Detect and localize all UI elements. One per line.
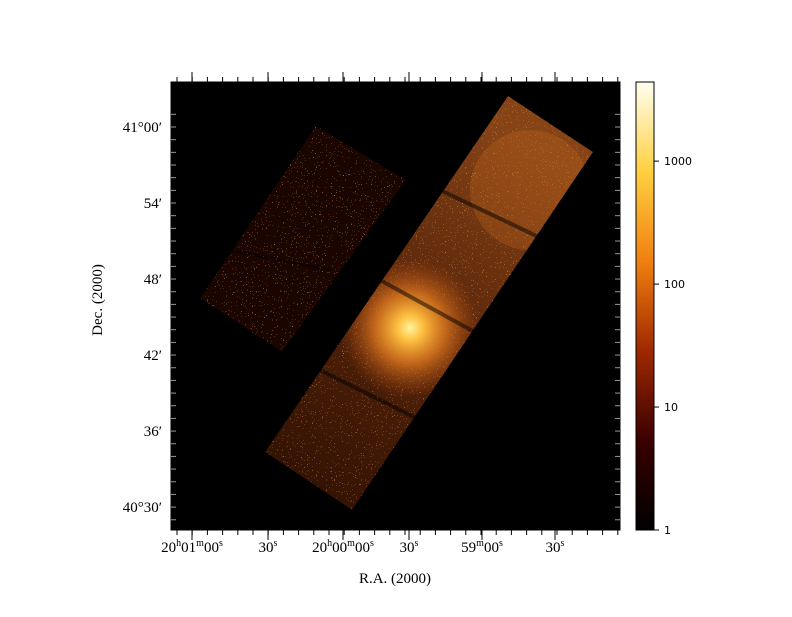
x-tick-part: 00 [484, 540, 499, 556]
colorbar-tick-label: 100 [664, 278, 685, 291]
x-tick-label: 30s [259, 538, 278, 556]
x-tick-part: s [561, 538, 565, 549]
colorbar-tick-label: 1 [664, 524, 671, 537]
x-tick-part: 30 [400, 540, 415, 556]
x-tick-part: 59 [461, 540, 476, 556]
ticks: 20h01m00s 30s 20h00m00s 30s 59m00s 30s41°00′5… [123, 72, 620, 556]
colorbar-tick-label: 10 [664, 401, 678, 414]
x-tick-part: 30 [259, 540, 274, 556]
x-tick-part: h [327, 538, 332, 549]
x-tick-part: s [274, 538, 278, 549]
x-tick-part: s [499, 538, 503, 549]
x-tick-part: 30 [546, 540, 561, 556]
x-tick-part: m [196, 538, 204, 549]
x-tick-part: m [347, 538, 355, 549]
colorbar-tick-label: 1000 [664, 155, 692, 168]
x-tick-part: s [370, 538, 374, 549]
y-tick-label: 36′ [144, 424, 162, 440]
x-tick-label: 30s [546, 538, 565, 556]
y-tick-label: 40°30′ [123, 500, 162, 516]
y-axis-title: Dec. (2000) [90, 264, 106, 336]
x-tick-part: 01 [181, 540, 196, 556]
y-tick-label: 54′ [144, 196, 162, 212]
x-tick-part: 00 [332, 540, 347, 556]
x-tick-part: 00 [355, 540, 370, 556]
x-tick-label: 30s [400, 538, 419, 556]
x-tick-part: 20 [312, 540, 327, 556]
x-tick-part: m [476, 538, 484, 549]
x-axis-title: R.A. (2000) [359, 571, 431, 587]
x-tick-label: 59m00s [461, 538, 503, 556]
y-tick-label: 41°00′ [123, 120, 162, 136]
y-tick-label: 42′ [144, 348, 162, 364]
x-tick-part: s [219, 538, 223, 549]
x-tick-part: 20 [161, 540, 176, 556]
colorbar: 1 10 100 1000 [635, 81, 692, 537]
x-tick-label: 20h00m00s [312, 538, 374, 556]
x-tick-part: h [176, 538, 181, 549]
x-tick-part: 00 [204, 540, 219, 556]
image [170, 81, 621, 531]
y-tick-label: 48′ [144, 272, 162, 288]
x-tick-label: 20h01m00s [161, 538, 223, 556]
x-tick-part: s [415, 538, 419, 549]
